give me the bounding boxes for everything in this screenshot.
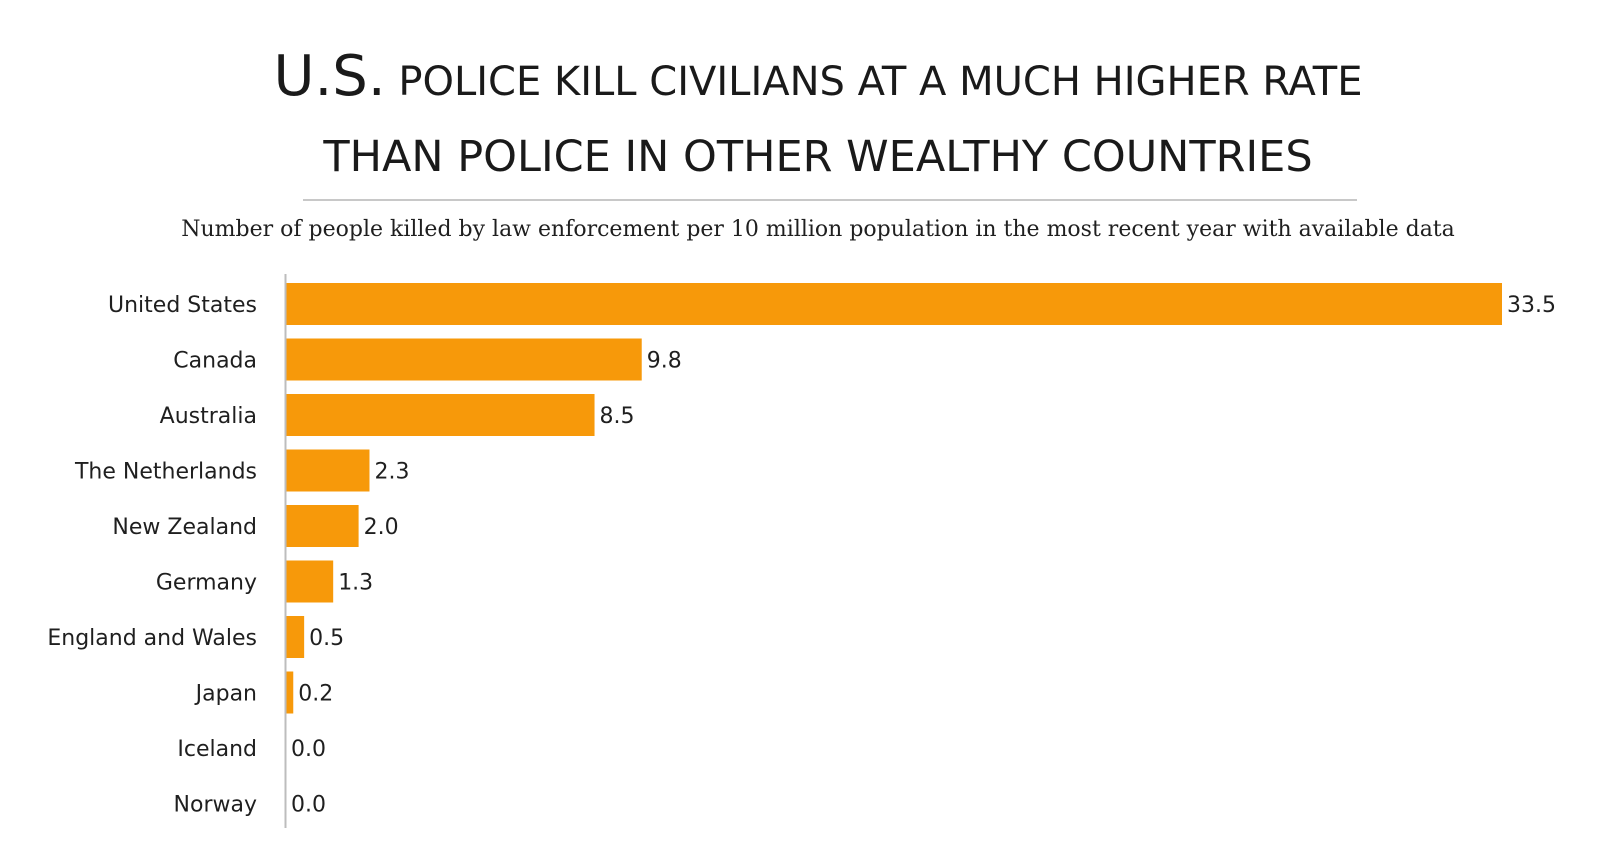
- bar: [286, 394, 595, 436]
- category-label: Norway: [174, 793, 257, 818]
- value-label: 2.0: [364, 515, 399, 540]
- category-label: Japan: [194, 682, 257, 707]
- bar: [286, 505, 359, 547]
- category-label: Germany: [156, 571, 257, 596]
- bar: [286, 283, 1502, 325]
- category-label: England and Wales: [47, 626, 257, 651]
- category-label: The Netherlands: [74, 460, 257, 485]
- chart-title-prefix: U.S.: [274, 44, 386, 109]
- category-label: New Zealand: [112, 515, 257, 540]
- bar: [286, 449, 370, 492]
- value-label: 2.3: [374, 460, 409, 485]
- bar: [286, 671, 294, 714]
- value-label: 33.5: [1507, 293, 1556, 318]
- chart-title-line-2: THAN POLICE IN OTHER WEALTHY COUNTRIES: [322, 132, 1312, 182]
- chart-title-line-1: U.S. POLICE KILL CIVILIANS AT A MUCH HIG…: [274, 44, 1363, 109]
- chart-subtitle: Number of people killed by law enforceme…: [181, 217, 1455, 242]
- value-label: 0.0: [291, 793, 326, 818]
- bar: [286, 560, 334, 603]
- category-label: Iceland: [177, 737, 257, 762]
- bar: [286, 338, 642, 381]
- bar: [286, 616, 305, 658]
- value-label: 0.0: [291, 737, 326, 762]
- value-label: 0.5: [309, 626, 344, 651]
- category-label: Canada: [173, 349, 257, 374]
- value-label: 0.2: [298, 682, 333, 707]
- category-label: United States: [108, 293, 257, 318]
- value-label: 1.3: [338, 571, 373, 596]
- value-label: 9.8: [647, 349, 682, 374]
- chart-title-rest: POLICE KILL CIVILIANS AT A MUCH HIGHER R…: [386, 59, 1363, 105]
- category-label: Australia: [160, 404, 257, 429]
- value-label: 8.5: [600, 404, 635, 429]
- bars-layer: United States 33.5 Canada 9.8 Australia 8.5 Th…: [47, 283, 1556, 818]
